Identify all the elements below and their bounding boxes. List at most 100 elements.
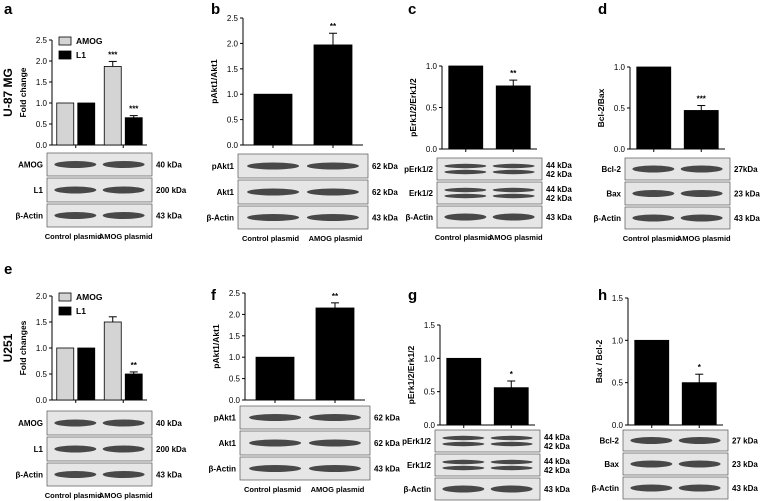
y-tick-label: 1.5	[424, 321, 436, 330]
bar-l1-control	[77, 347, 96, 401]
y-tick-label: 1.5	[229, 332, 241, 341]
blot-band	[680, 214, 723, 222]
blot-band	[630, 437, 673, 444]
blot-label: Bax	[606, 190, 621, 199]
blot-kda: 42 kDa	[546, 170, 572, 179]
blot-kda: 43 kDa	[546, 213, 572, 222]
panel-letter-c: c	[408, 1, 416, 18]
blot-band	[678, 460, 721, 468]
blot-kda: 43 kDa	[156, 212, 182, 221]
category-label: AMOG plasmid	[311, 485, 365, 494]
y-tick-label: 2.0	[227, 39, 239, 48]
blot-band	[54, 445, 97, 453]
bar-l1-amog	[124, 373, 143, 401]
category-label: AMOG plasmid	[99, 491, 153, 500]
blot-band	[247, 188, 300, 196]
blot-band	[444, 169, 487, 175]
significance-mark: **	[510, 69, 517, 78]
blot-band	[247, 162, 300, 170]
y-tick-label: 1.5	[227, 65, 239, 74]
blot-band	[102, 471, 145, 478]
blot-band	[308, 414, 361, 421]
y-tick-label: 0.0	[229, 396, 241, 405]
bar-value-control	[253, 93, 293, 146]
y-tick-label: 0.0	[36, 141, 48, 150]
bar-value-amog	[315, 307, 355, 401]
blot-band	[678, 484, 721, 492]
blot-band	[54, 212, 97, 219]
blot-kda: 44 kDa	[544, 457, 570, 466]
blot-band	[442, 465, 485, 471]
blot-kda: 43 kDa	[734, 214, 760, 223]
bar-l1-control	[77, 102, 96, 146]
blot-kda: 27kDa	[734, 165, 758, 174]
y-axis-label: Bcl-2/Bax	[596, 88, 606, 127]
y-tick-label: 0.5	[227, 116, 239, 125]
y-axis-label: pErk1/2/Erk1/2	[408, 78, 418, 137]
bar-value-amog	[683, 110, 719, 150]
y-tick-label: 1.0	[426, 62, 438, 71]
category-label: Control plasmid	[242, 234, 300, 243]
blot-band	[308, 439, 361, 447]
blot-band	[102, 161, 145, 168]
blot-kda: 43 kDa	[374, 465, 400, 474]
blot-band	[444, 163, 487, 169]
blot-label: pErk1/2	[402, 437, 431, 446]
blot-label: L1	[34, 186, 44, 195]
panel-letter-d: d	[598, 1, 607, 18]
blot-band	[442, 441, 485, 447]
blot-band	[490, 465, 533, 471]
blot-label: pErk1/2	[404, 165, 433, 174]
blot-band	[54, 419, 97, 427]
blot-kda: 27 kDa	[732, 437, 758, 446]
blot-strip	[434, 477, 541, 501]
blot-strip	[46, 203, 153, 228]
bar-amog-control	[56, 347, 75, 401]
category-label: Control plasmid	[244, 485, 302, 494]
blot-strip	[239, 405, 371, 430]
bar-amog-control	[56, 102, 75, 146]
blot-strip	[624, 206, 731, 230]
category-label: AMOG plasmid	[677, 234, 731, 243]
blot-strip	[622, 429, 729, 452]
legend-label: L1	[76, 50, 86, 60]
blot-label: Erk1/2	[409, 189, 434, 198]
blot-band	[444, 193, 487, 199]
blot-kda: 23 kDa	[734, 190, 760, 199]
blot-band	[102, 186, 145, 194]
blot-label: pAkt1	[212, 162, 235, 171]
y-tick-label: 1.0	[36, 344, 48, 353]
bar-amog-amog	[103, 321, 122, 401]
significance-mark: ***	[108, 50, 118, 59]
blot-kda: 62 kDa	[372, 162, 398, 171]
blot-band	[247, 214, 300, 221]
y-tick-label: 0.5	[614, 104, 626, 113]
blot-band	[632, 165, 675, 173]
blot-kda: 200 kDa	[156, 186, 187, 195]
blot-band	[54, 471, 97, 478]
y-tick-label: 1.5	[612, 294, 624, 303]
legend-swatch	[58, 50, 72, 60]
blot-strip	[436, 157, 543, 181]
blot-label: β-Actin	[15, 212, 43, 221]
category-label: Control plasmid	[45, 491, 103, 500]
blot-kda: 43 kDa	[544, 485, 570, 494]
blot-kda: 62 kDa	[372, 188, 398, 197]
blot-label: pAkt1	[214, 414, 237, 423]
legend-swatch	[58, 36, 72, 46]
blot-band	[249, 465, 302, 472]
blot-strip	[46, 462, 153, 487]
blot-band	[444, 213, 487, 221]
y-axis-label: pErk1/2/Erk1/2	[406, 345, 416, 404]
blot-band	[630, 460, 673, 468]
blot-label: β-Actin	[593, 214, 621, 223]
y-axis-label: Fold change	[18, 67, 28, 117]
row-label: U251	[1, 333, 15, 362]
blot-kda: 43 kDa	[156, 471, 182, 480]
y-tick-label: 1.0	[612, 336, 624, 345]
blot-label: Akt1	[219, 439, 237, 448]
blot-band	[490, 441, 533, 447]
blot-band	[102, 212, 145, 219]
legend-label: AMOG	[76, 36, 103, 46]
bar-value-amog	[495, 85, 531, 150]
